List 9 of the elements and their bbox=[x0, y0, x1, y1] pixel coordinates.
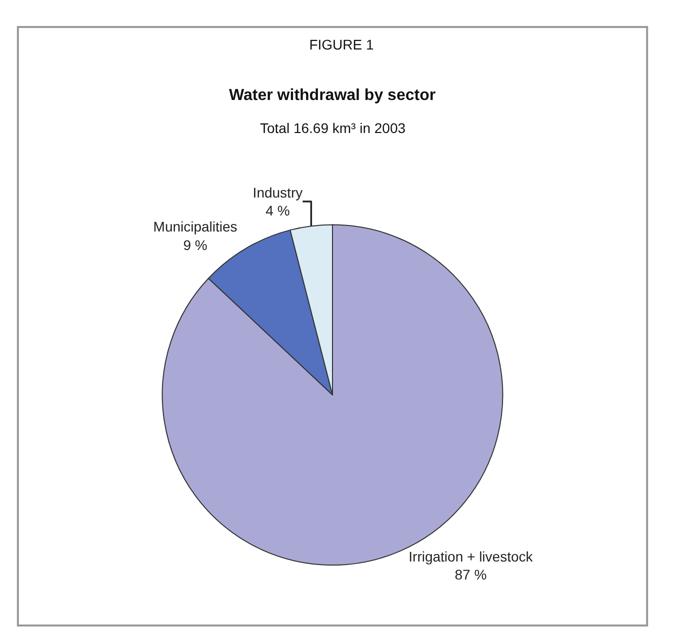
chart-subtitle: Water withdrawal by sector bbox=[229, 87, 436, 104]
slice-label: Industry bbox=[252, 184, 303, 200]
chart-title: FIGURE 1 bbox=[309, 36, 374, 53]
data-label: 4 % bbox=[266, 202, 290, 219]
data-label: 87 % bbox=[454, 566, 487, 583]
text: Total 16.69 km³ in 2003 bbox=[260, 120, 406, 136]
data-label: 9 % bbox=[183, 236, 208, 253]
slice-label: Municipalities bbox=[153, 218, 238, 235]
slice-label: Irrigation + livestock bbox=[408, 548, 534, 564]
